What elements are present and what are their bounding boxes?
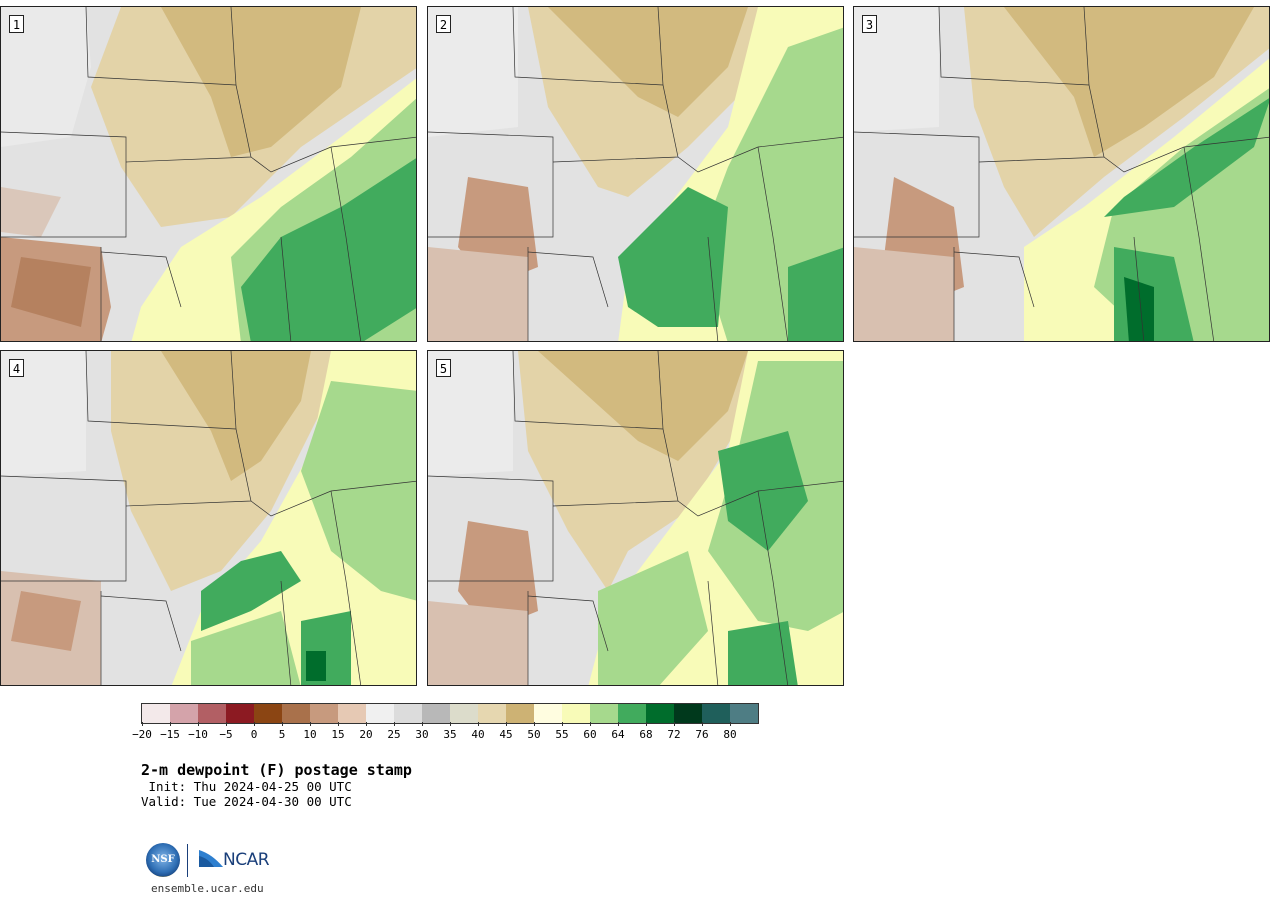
- colorbar-tick-mark: [618, 722, 619, 726]
- colorbar-swatch: [534, 704, 562, 723]
- colorbar-tick-mark: [310, 722, 311, 726]
- colorbar-tick-label: 10: [303, 728, 317, 741]
- colorbar-tick-label: 72: [667, 728, 681, 741]
- ncar-mark-icon: [199, 850, 223, 867]
- colorbar-swatch: [254, 704, 282, 723]
- colorbar-swatch: [730, 704, 758, 723]
- colorbar-tick-label: −10: [188, 728, 208, 741]
- dewpoint-colorbar: [141, 703, 759, 724]
- colorbar-tick-mark: [534, 722, 535, 726]
- nsf-logo: NSF: [146, 843, 180, 877]
- colorbar-tick-mark: [366, 722, 367, 726]
- postage-stamp-panel-4: 4: [0, 350, 417, 686]
- logo-divider: [187, 844, 188, 877]
- panel-number: 2: [436, 15, 451, 33]
- panel-number: 4: [9, 359, 24, 377]
- colorbar-tick-mark: [394, 722, 395, 726]
- dewpoint-map-4: [1, 351, 416, 685]
- colorbar-tick-label: 45: [499, 728, 513, 741]
- colorbar-swatch: [506, 704, 534, 723]
- colorbar-swatch: [618, 704, 646, 723]
- colorbar-tick-label: 80: [723, 728, 737, 741]
- colorbar-swatch: [450, 704, 478, 723]
- postage-stamp-panel-3: 3: [853, 6, 1270, 342]
- colorbar-swatch: [590, 704, 618, 723]
- colorbar-swatch: [422, 704, 450, 723]
- colorbar-tick-mark: [478, 722, 479, 726]
- init-time: Init: Thu 2024-04-25 00 UTC: [141, 779, 352, 794]
- dewpoint-map-2: [428, 7, 843, 341]
- colorbar-tick-label: 76: [695, 728, 709, 741]
- colorbar-tick-label: 55: [555, 728, 569, 741]
- colorbar-tick-mark: [198, 722, 199, 726]
- colorbar-tick-mark: [506, 722, 507, 726]
- colorbar-tick-label: 0: [250, 728, 258, 741]
- panel-number: 1: [9, 15, 24, 33]
- colorbar-swatch: [198, 704, 226, 723]
- colorbar-swatch: [394, 704, 422, 723]
- colorbar-tick-mark: [590, 722, 591, 726]
- colorbar-tick-label: −15: [160, 728, 180, 741]
- dewpoint-map-3: [854, 7, 1269, 341]
- colorbar-swatch: [478, 704, 506, 723]
- panel-number: 5: [436, 359, 451, 377]
- colorbar-tick-label: 60: [583, 728, 597, 741]
- page-title: 2-m dewpoint (F) postage stamp: [141, 761, 412, 779]
- colorbar-tick-label: 68: [639, 728, 653, 741]
- colorbar-tick-label: 40: [471, 728, 485, 741]
- colorbar-tick-mark: [338, 722, 339, 726]
- colorbar-tick-label: 5: [278, 728, 286, 741]
- dewpoint-map-5: [428, 351, 843, 685]
- colorbar-swatch: [646, 704, 674, 723]
- dewpoint-map-1: [1, 7, 416, 341]
- colorbar-tick-label: 30: [415, 728, 429, 741]
- colorbar-tick-label: 64: [611, 728, 625, 741]
- colorbar-tick-label: 20: [359, 728, 373, 741]
- colorbar-tick-mark: [730, 722, 731, 726]
- colorbar-tick-mark: [674, 722, 675, 726]
- colorbar-tick-mark: [646, 722, 647, 726]
- colorbar-swatch: [366, 704, 394, 723]
- postage-stamp-panel-2: 2: [427, 6, 844, 342]
- colorbar-tick-mark: [422, 722, 423, 726]
- colorbar-swatch: [338, 704, 366, 723]
- postage-stamp-panel-1: 1: [0, 6, 417, 342]
- colorbar-tick-mark: [254, 722, 255, 726]
- colorbar-tick-label: 35: [443, 728, 457, 741]
- colorbar-tick-mark: [562, 722, 563, 726]
- colorbar-swatch: [170, 704, 198, 723]
- postage-stamp-panel-5: 5: [427, 350, 844, 686]
- colorbar-tick-label: −5: [219, 728, 233, 741]
- colorbar-tick-mark: [702, 722, 703, 726]
- colorbar-swatch: [562, 704, 590, 723]
- colorbar-tick-mark: [226, 722, 227, 726]
- colorbar-tick-label: 50: [527, 728, 541, 741]
- ncar-logo-text: NCAR: [223, 850, 270, 870]
- valid-time: Valid: Tue 2024-04-30 00 UTC: [141, 794, 352, 809]
- colorbar-tick-mark: [142, 722, 143, 726]
- colorbar-swatch: [310, 704, 338, 723]
- colorbar-swatch: [226, 704, 254, 723]
- panel-number: 3: [862, 15, 877, 33]
- colorbar-swatch: [702, 704, 730, 723]
- colorbar-tick-label: 25: [387, 728, 401, 741]
- colorbar-swatch: [142, 704, 170, 723]
- colorbar-tick-mark: [170, 722, 171, 726]
- colorbar-tick-mark: [282, 722, 283, 726]
- ncar-logo: NCAR: [198, 848, 272, 872]
- colorbar-tick-label: 15: [331, 728, 345, 741]
- colorbar-swatch: [674, 704, 702, 723]
- nsf-logo-text: NSF: [151, 854, 175, 865]
- colorbar-tick-mark: [450, 722, 451, 726]
- colorbar-swatch: [282, 704, 310, 723]
- colorbar-tick-label: −20: [132, 728, 152, 741]
- website-link[interactable]: ensemble.ucar.edu: [151, 882, 264, 895]
